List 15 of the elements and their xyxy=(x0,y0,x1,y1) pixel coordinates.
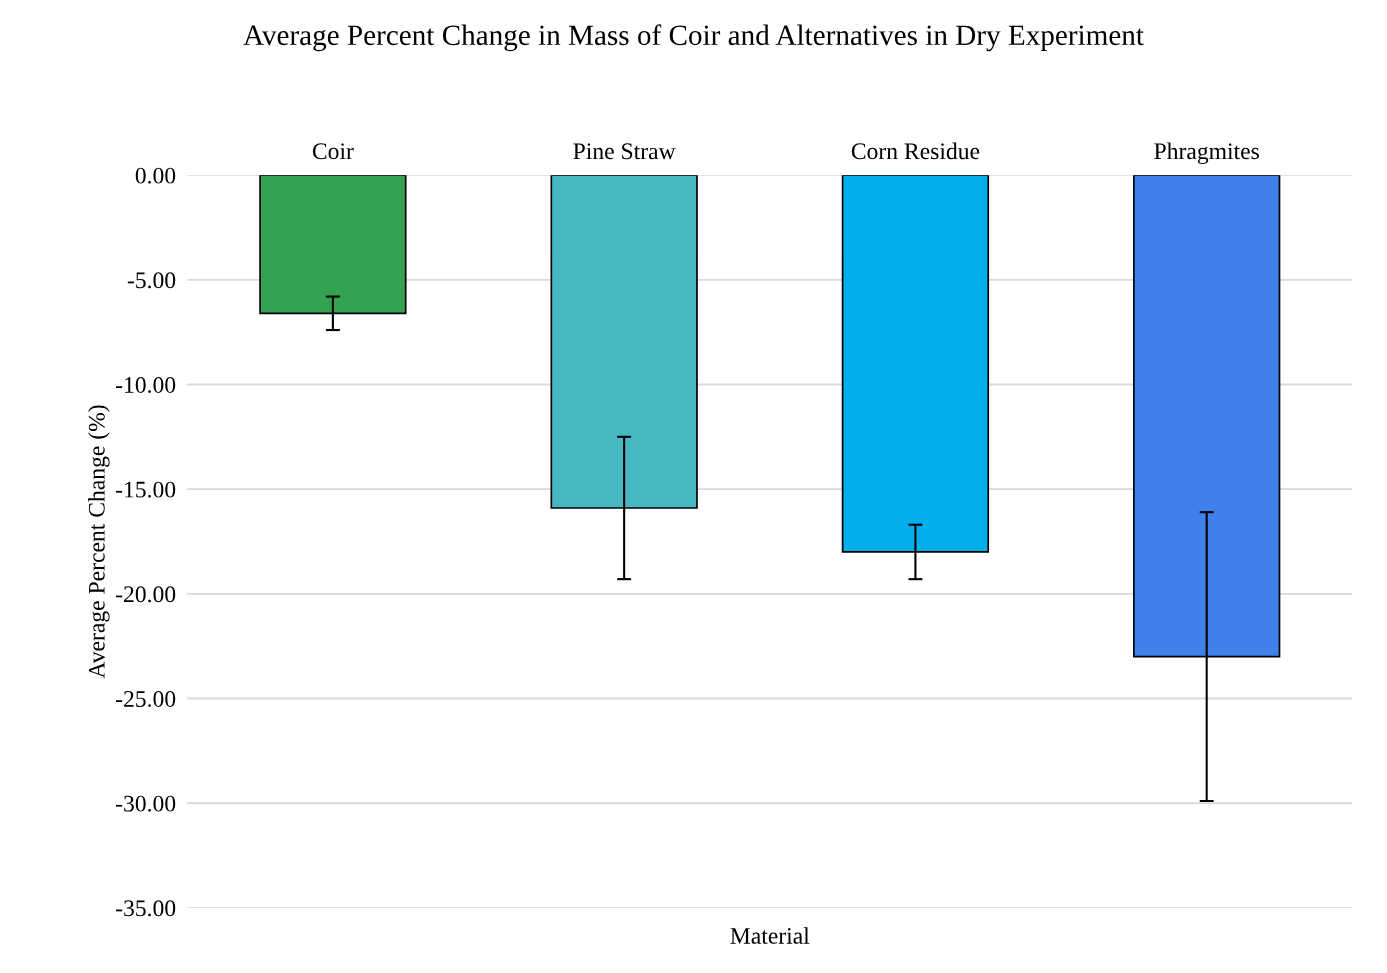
y-tick-label: -30.00 xyxy=(116,795,176,812)
y-tick-label: -20.00 xyxy=(116,586,176,603)
x-tick-label: Pine Straw xyxy=(573,143,676,160)
y-axis-title: Average Percent Change (%) xyxy=(88,405,110,679)
x-tick-label: Corn Residue xyxy=(851,142,980,160)
y-tick-label: -10.00 xyxy=(116,376,176,393)
y-tick-label: -5.00 xyxy=(127,272,176,289)
x-axis-title: Material xyxy=(730,927,810,944)
y-tick-label: 0.00 xyxy=(135,167,176,184)
x-tick-label: Coir xyxy=(312,143,354,160)
chart-title: Average Percent Change in Mass of Coir and Alternatives in Dry Experiment xyxy=(243,24,1144,52)
y-tick-label: -25.00 xyxy=(116,690,176,707)
x-tick-label: Phragmites xyxy=(1154,142,1259,165)
y-tick-label: -15.00 xyxy=(116,481,176,498)
y-tick-label: -35.00 xyxy=(116,900,176,917)
